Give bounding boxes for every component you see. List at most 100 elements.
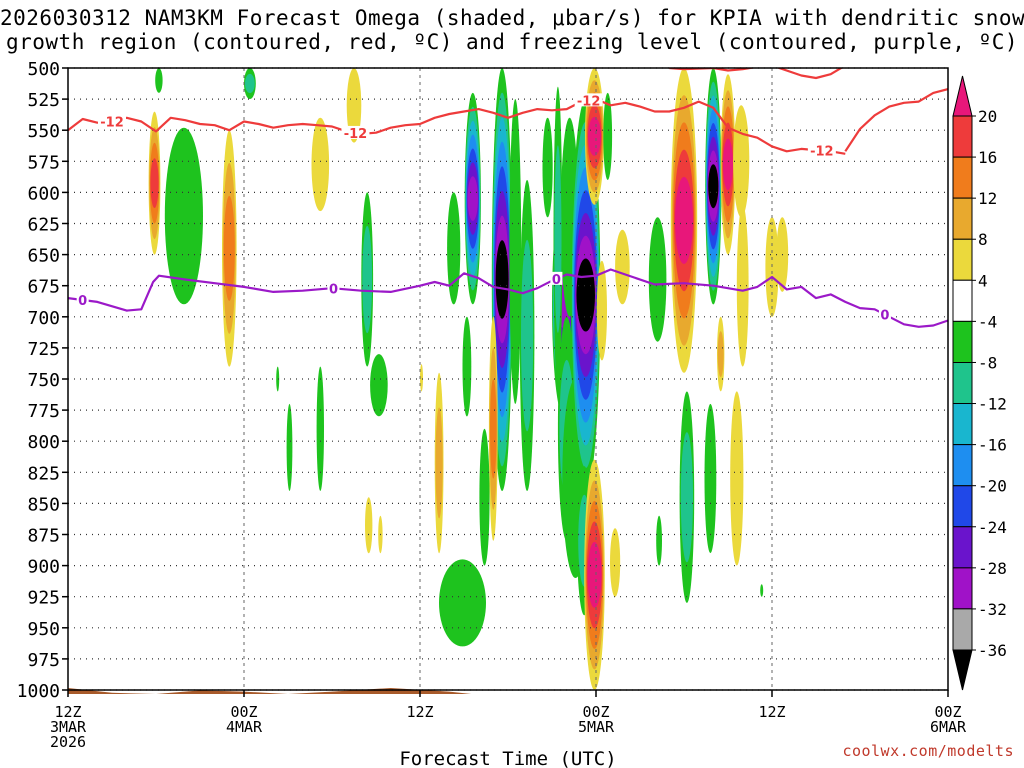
colorbar-bin-10 [952,485,973,528]
colorbar-label-5: -4 [978,312,997,331]
omega-region-33-6 [467,176,478,221]
contour-label-freezing-1: 0 [329,282,338,297]
x-axis-label: Forecast Time (UTC) [399,748,616,768]
colorbar-label-8: -16 [978,436,1007,455]
omega-region-46-0 [730,391,744,566]
colorbar-label-6: -8 [978,353,997,372]
x-tick-label-60-0: 00Z [934,703,961,721]
omega-region-44-0 [704,403,717,554]
omega-region-45-1 [717,331,724,378]
omega-region-12-1 [521,239,534,432]
x-tick-label-48-0: 12Z [758,703,785,721]
y-tick-label-575: 575 [27,152,60,173]
omega-region-9-0 [365,497,373,554]
colorbar-label-12: -32 [978,600,1007,619]
y-tick-label-625: 625 [27,215,60,236]
y-tick-label-975: 975 [27,650,60,671]
x-tick-label-60-1: 6MAR [930,718,967,736]
omega-region-40-0 [736,204,749,367]
omega-region-26-0 [615,229,630,305]
x-tick-label-24-0: 12Z [406,703,433,721]
colorbar-label-1: 16 [978,148,997,167]
omega-region-47-0 [760,584,764,597]
colorbar-bin-11 [952,526,973,569]
colorbar-label-7: -12 [978,395,1007,414]
omega-region-11-0 [509,99,522,404]
omega-region-28-1 [435,407,443,519]
x-tick-label-12-1: 4MAR [226,718,263,736]
colorbar-bin-6 [952,320,973,363]
colorbar-bin-2 [952,156,973,199]
colorbar-bin-4 [952,238,973,281]
y-tick-label-850: 850 [27,494,60,515]
colorbar-bin-12 [952,567,973,610]
contour-label-bg-dendritic-2 [574,93,603,107]
colorbar-bin-7 [952,361,973,405]
omega-region-31-0 [479,428,490,566]
omega-region-43-1 [680,432,694,563]
contour-label-dendritic-3: -12 [810,145,834,160]
y-tick-label-750: 750 [27,370,60,391]
omega-region-35-0 [648,217,667,342]
contour-label-bg-freezing-0 [76,293,89,307]
y-tick-label-650: 650 [27,246,60,267]
omega-region-23-0 [603,92,613,180]
x-tick-label-0-0: 12Z [54,703,81,721]
colorbar-bin-0 [952,75,973,117]
axes: 500 525 550 575 600 625 650 675 700 725 750 775 800 8… [17,59,967,751]
colorbar-bin-8 [952,403,973,446]
omega-region-13-2 [490,379,497,479]
omega-region-39-0 [733,105,750,218]
x-tick-label-36-0: 00Z [582,703,609,721]
y-tick-label-825: 825 [27,463,60,484]
colorbar-label-9: -20 [978,477,1007,496]
colorbar-label-2: 12 [978,189,997,208]
omega-region-19-7 [576,258,595,332]
colorbar-label-13: -36 [978,641,1007,660]
colorbar-bin-14 [952,649,973,691]
omega-region-49-0 [276,366,280,392]
y-tick-label-700: 700 [27,308,60,329]
omega-region-52-0 [346,68,362,143]
colorbar-bin-9 [952,444,973,487]
y-tick-label-925: 925 [27,588,60,609]
contour-label-bg-freezing-3 [878,307,891,321]
contour-label-freezing-3: 0 [880,309,889,324]
omega-region-4-0 [155,68,163,93]
omega-region-29-0 [420,364,423,392]
colorbar-label-4: 4 [978,271,988,290]
y-tick-label-775: 775 [27,401,60,422]
omega-region-1-0 [164,127,203,305]
contour-label-bg-dendritic-1 [341,125,370,139]
omega-region-25-0 [610,528,621,597]
contour-label-bg-dendritic-3 [807,143,836,157]
y-tick-label-725: 725 [27,339,60,360]
contour-label-freezing-2: 0 [552,273,561,288]
omega-region-32-0 [447,192,461,305]
contour-label-dendritic-2: -12 [577,94,601,109]
y-tick-label-500: 500 [27,59,60,80]
x-tick-label-0-1: 3MAR [50,718,87,736]
contour-label-bg-dendritic-0 [98,114,126,128]
contour-label-dendritic-0: -12 [100,115,124,130]
colorbar-label-11: -28 [978,559,1007,578]
omega-region-48-0 [286,403,293,491]
contour-freezing [68,268,948,328]
x-tick-label-12-0: 00Z [230,703,257,721]
y-tick-label-525: 525 [27,90,60,111]
credit-text: coolwx.com/modelts [842,742,1014,760]
y-tick-label-875: 875 [27,526,60,547]
contour-dendritic-east [844,88,948,152]
chart-title-line1: 2026030312 NAM3KM Forecast Omega (shaded… [0,6,1024,30]
omega-region-30-0 [462,316,472,417]
y-tick-label-600: 600 [27,183,60,204]
contour-label-dendritic-1: -12 [344,127,368,142]
omega-region-38-4 [723,138,733,191]
omega-region-36-4 [675,176,693,264]
y-tick-label-675: 675 [27,277,60,298]
omega-region-7-0 [316,366,324,491]
omega-region-3-1 [245,73,255,94]
omega-region-37-7 [708,164,719,209]
contour-label-bg-freezing-2 [550,271,563,285]
